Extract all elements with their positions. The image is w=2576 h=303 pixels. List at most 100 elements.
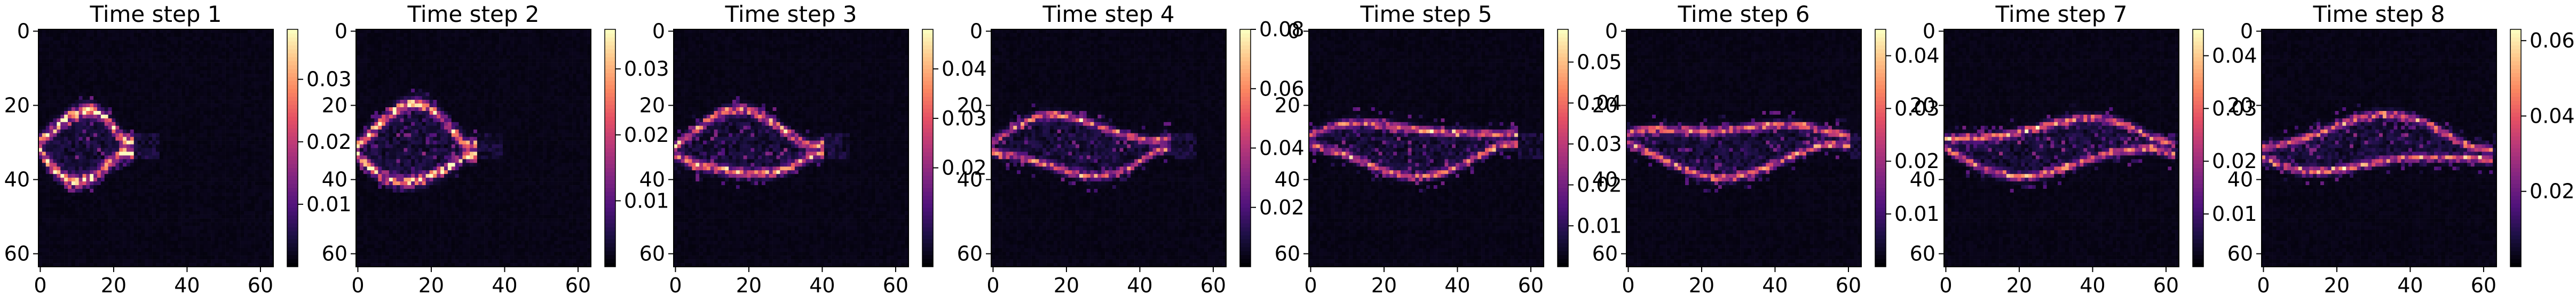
heatmap-cell [141,166,145,170]
heatmap-cell [262,33,266,37]
heatmap-cell [141,241,145,244]
heatmap-cell [193,115,196,118]
heatmap-cell [145,67,148,70]
heatmap-cell [105,107,108,111]
heatmap-cell [57,67,60,70]
heatmap-cell [38,103,42,107]
heatmap-cell [211,163,215,166]
heatmap-cell [240,155,244,159]
heatmap-cell [262,70,266,74]
heatmap-cell [68,118,72,122]
heatmap-cell [160,48,163,52]
heatmap-cell [473,74,477,77]
heatmap-cell [83,85,86,89]
heatmap-cell [138,229,141,233]
heatmap-cell [130,118,134,122]
heatmap-cell [174,115,178,118]
heatmap-cell [130,196,134,200]
heatmap-cell [215,37,218,41]
heatmap-cell [50,200,53,204]
heatmap-cell [211,70,215,74]
heatmap-cell [53,196,57,200]
heatmap-cell [64,174,68,178]
heatmap-cell [200,174,204,178]
heatmap-cell [407,63,411,67]
heatmap-cell [148,248,152,252]
heatmap-cell [171,141,175,145]
heatmap-cell [115,241,119,244]
heatmap-cell [79,229,83,233]
heatmap-cell [108,137,112,141]
heatmap-cell [360,37,364,41]
heatmap-cell [64,155,68,159]
heatmap-cell [203,200,207,204]
heatmap-cell [115,81,119,85]
colorbar-segment [287,57,298,61]
heatmap-cell [53,37,57,41]
heatmap-cell [174,107,178,111]
heatmap-cell [141,37,145,41]
heatmap-cell [215,115,218,118]
heatmap-cell [528,70,532,74]
heatmap-cell [233,237,236,241]
heatmap-cell [90,233,93,237]
heatmap-cell [492,70,495,74]
heatmap-cell [266,111,270,115]
heatmap-cell [185,55,189,59]
heatmap-cell [540,70,543,74]
heatmap-cell [123,63,127,67]
heatmap-cell [378,70,382,74]
heatmap-cell [93,166,97,170]
heatmap-cell [127,166,130,170]
heatmap-cell [141,244,145,248]
heatmap-cell [248,33,251,37]
heatmap-cell [411,33,415,37]
heatmap-cell [433,70,437,74]
heatmap-cell [112,67,116,70]
heatmap-cell [163,111,167,115]
heatmap-cell [193,133,196,137]
heatmap-cell [75,185,79,189]
heatmap-cell [83,189,86,193]
heatmap-cell [112,89,116,92]
heatmap-cell [130,259,134,263]
heatmap-cell [156,37,160,41]
heatmap-cell [93,145,97,148]
heatmap-cell [207,122,211,126]
heatmap-cell [79,152,83,155]
heatmap-cell [203,63,207,67]
heatmap-cell [167,29,171,33]
heatmap-cell [200,55,204,59]
heatmap-cell [57,103,60,107]
heatmap-cell [374,29,378,33]
heatmap-cell [525,63,528,67]
heatmap-cell [60,118,64,122]
heatmap-cell [248,85,251,89]
heatmap-cell [218,29,222,33]
heatmap-cell [93,52,97,55]
heatmap-cell [185,126,189,130]
heatmap-cell [215,126,218,130]
heatmap-cell [251,229,255,233]
heatmap-cell [259,137,263,141]
heatmap-cell [485,70,488,74]
heatmap-cell [189,77,193,81]
heatmap-cell [83,77,86,81]
heatmap-cell [218,226,222,230]
heatmap-cell [203,137,207,141]
heatmap-cell [134,222,138,226]
heatmap-cell [266,145,270,148]
heatmap-cell [152,107,156,111]
heatmap-cell [181,33,185,37]
heatmap-cell [196,89,200,92]
heatmap-cell [532,41,536,44]
heatmap-cell [57,70,60,74]
heatmap-cell [156,141,160,145]
heatmap-cell [138,107,141,111]
heatmap-cell [251,33,255,37]
heatmap-cell [152,259,156,263]
heatmap-cell [50,204,53,208]
heatmap-cell [127,52,130,55]
heatmap-cell [112,81,116,85]
heatmap-cell [236,185,240,189]
